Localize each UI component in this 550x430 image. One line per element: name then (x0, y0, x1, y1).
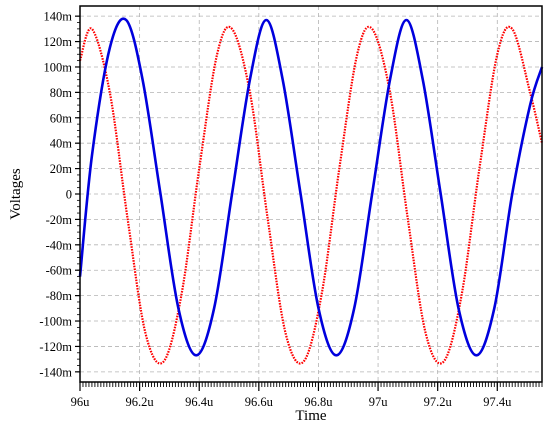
y-tick-label: -80m (46, 289, 73, 303)
y-tick-label: 40m (50, 137, 73, 151)
y-tick-label: -20m (46, 213, 73, 227)
y-tick-label: 100m (44, 60, 73, 74)
x-tick-label: 97.4u (483, 395, 512, 409)
y-axis-ticks: 140m 120m 100m 80m 60m 40m 20m 0 -20m -40m -60m -80… (39, 10, 80, 379)
x-tick-label: 96.4u (185, 395, 214, 409)
y-tick-label: 20m (50, 162, 73, 176)
y-tick-label: 80m (50, 86, 73, 100)
x-tick-label: 97.2u (424, 395, 453, 409)
x-tick-label: 97u (369, 395, 389, 409)
y-tick-label: -120m (39, 340, 72, 354)
x-tick-label: 96.6u (245, 395, 274, 409)
x-axis-ticks: 96u 96.2u 96.4u 96.6u 96.8u 97u 97.2u 97.4u (71, 382, 543, 409)
y-tick-label: -100m (39, 315, 72, 329)
y-tick-label: 120m (44, 35, 73, 49)
y-axis-label: Voltages (8, 168, 24, 220)
y-tick-label: -60m (46, 264, 73, 278)
y-tick-label: -40m (46, 238, 73, 252)
series-line-1 (78, 25, 544, 365)
x-tick-label: 96.2u (126, 395, 155, 409)
x-tick-label: 96.8u (304, 395, 333, 409)
series-line-2 (78, 17, 544, 357)
y-tick-label: 0 (66, 188, 72, 202)
y-tick-label: -140m (39, 365, 72, 379)
grid (80, 6, 542, 382)
x-tick-label: 96u (71, 395, 91, 409)
x-axis-label: Time (295, 408, 326, 424)
y-tick-label: 60m (50, 111, 73, 125)
series-layer (78, 17, 544, 365)
y-tick-label: 140m (44, 10, 73, 24)
